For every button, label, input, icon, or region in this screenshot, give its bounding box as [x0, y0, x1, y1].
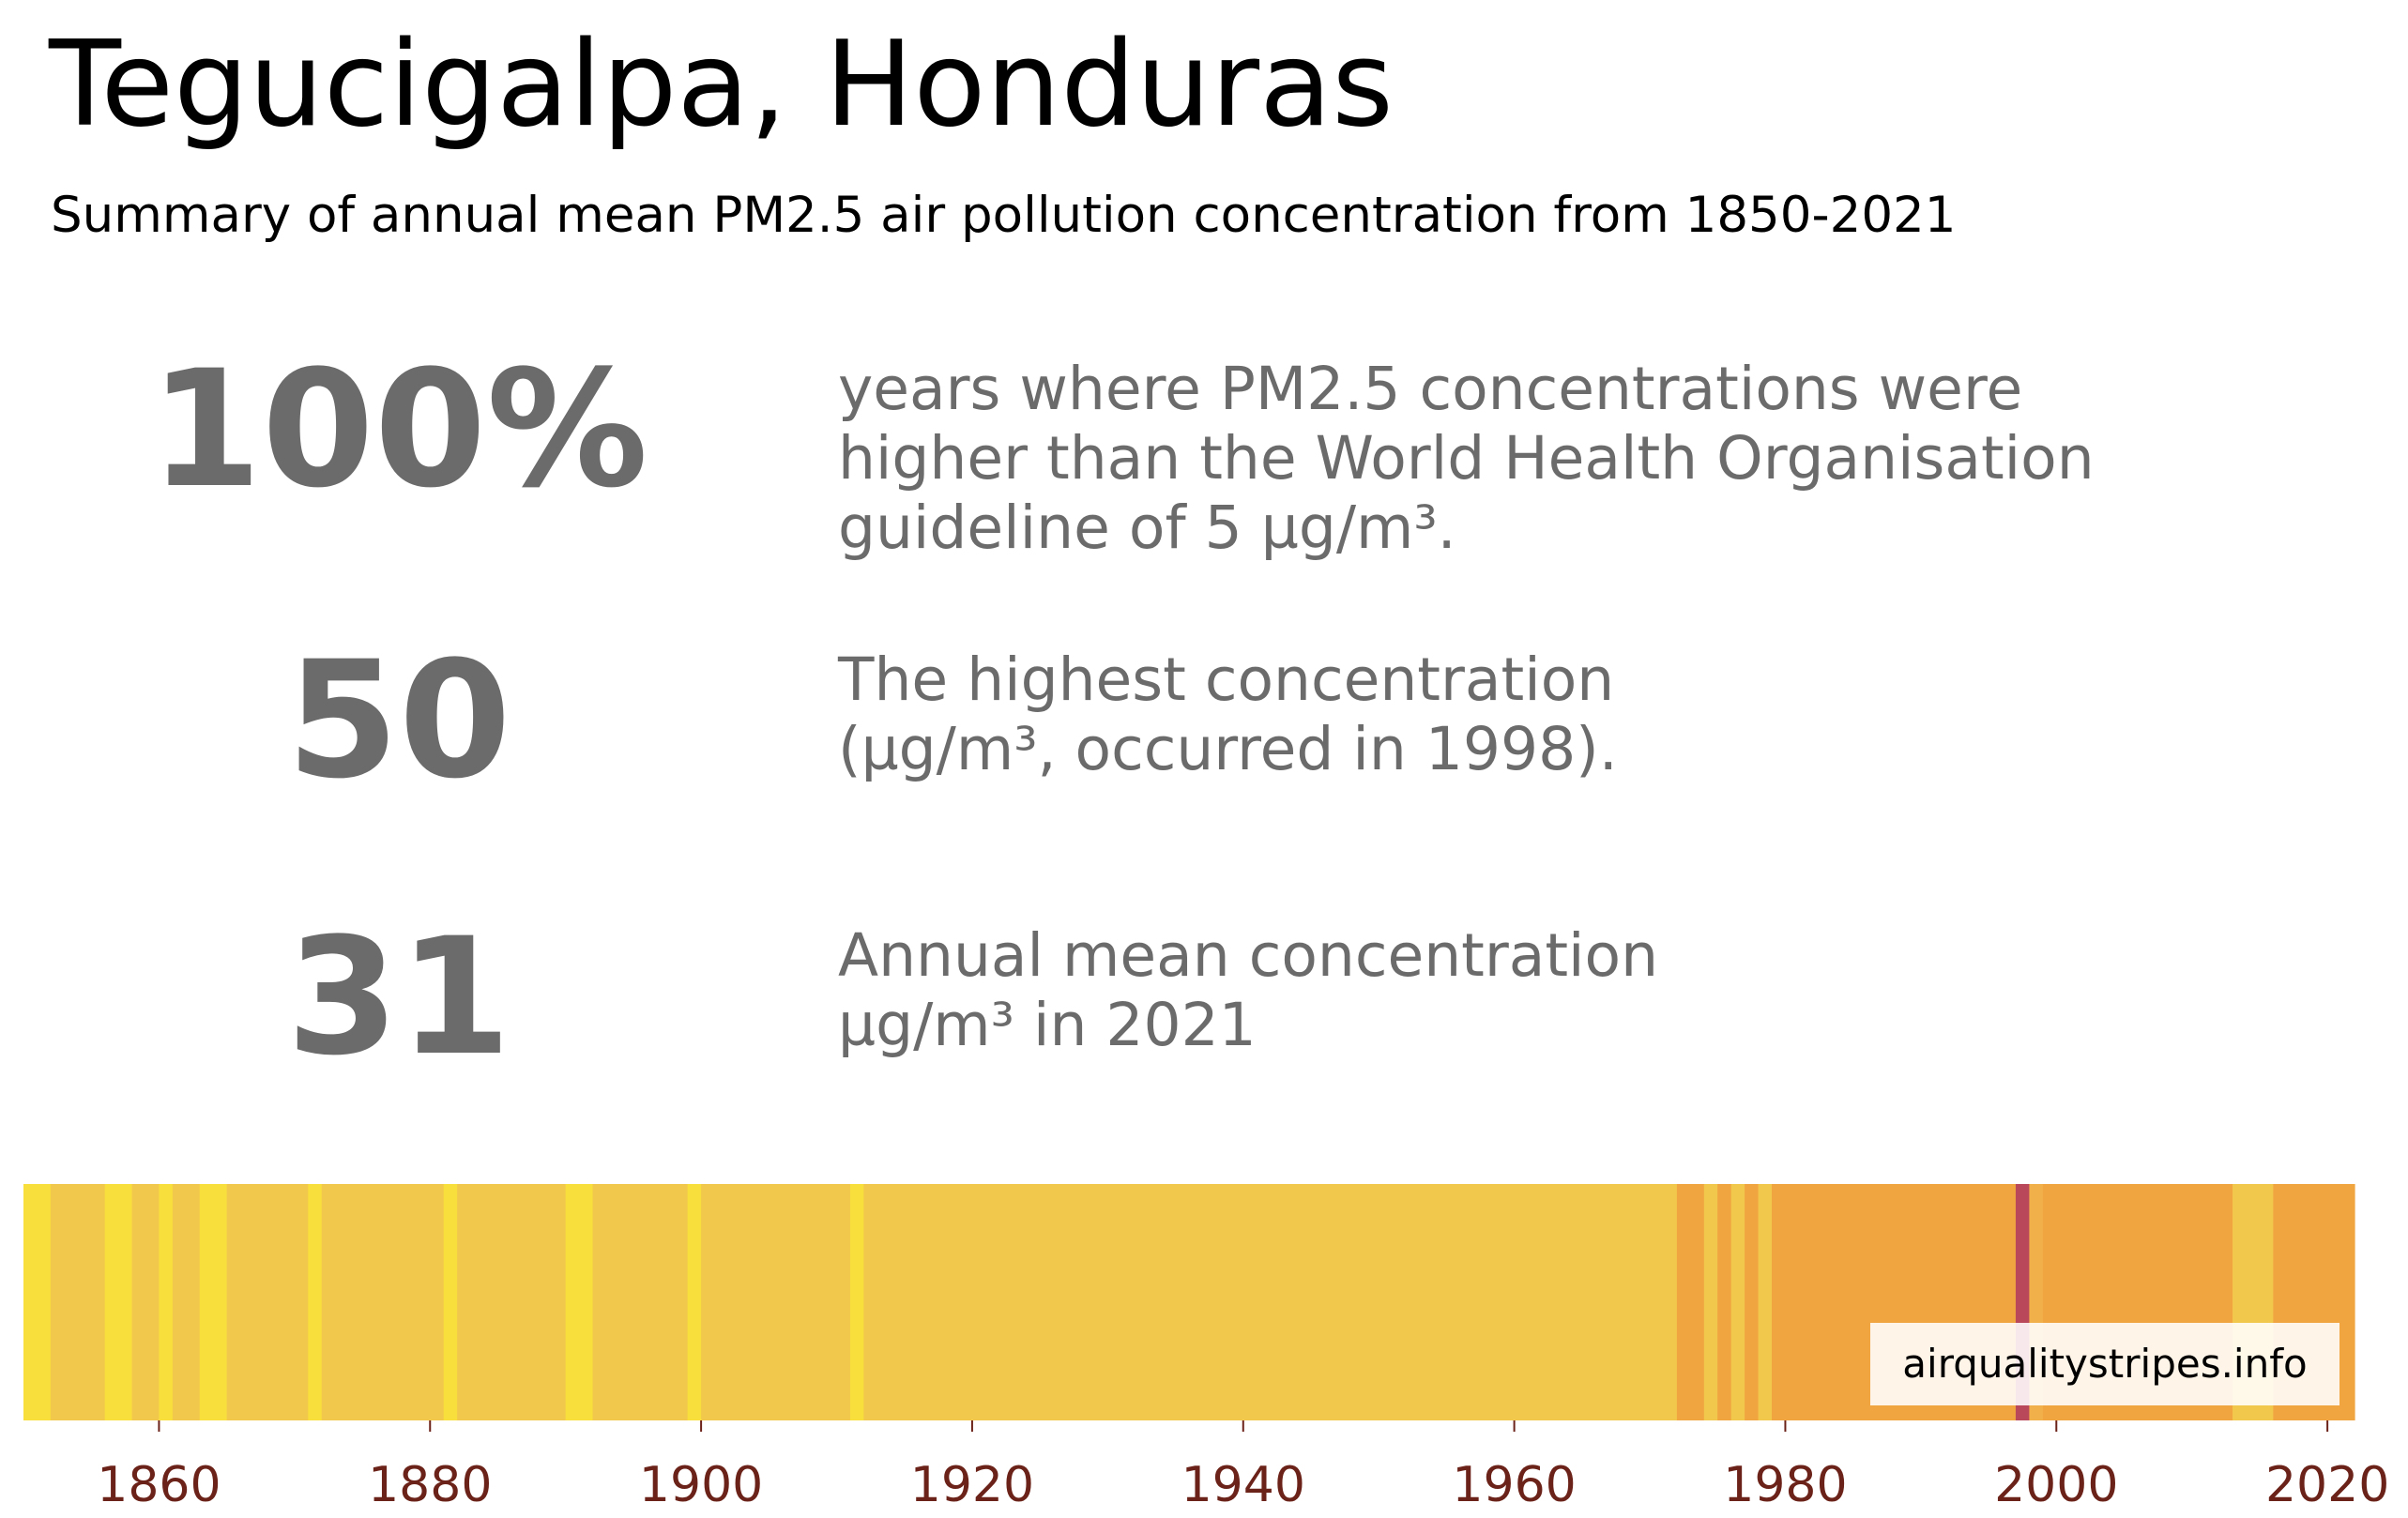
stat-exceedance-description: years where PM2.5 concentrations were hi… — [838, 355, 2095, 563]
page-subtitle: Summary of annual mean PM2.5 air polluti… — [51, 187, 1957, 244]
stat-latest-line-2: µg/m³ in 2021 — [838, 991, 1257, 1059]
stripe-1860 — [159, 1184, 174, 1420]
stripe-1871 — [308, 1184, 323, 1420]
stat-highest-line-1: The highest concentration — [838, 645, 1615, 714]
stripes-group — [23, 1184, 2355, 1420]
x-axis: 1860 1880 1900 1920 1940 1960 1980 2000 2020 — [97, 1420, 2389, 1513]
credit-link[interactable]: airqualitystripes.info — [1902, 1341, 2308, 1387]
x-tick-label-1920: 1920 — [910, 1457, 1034, 1513]
stat-highest-description: The highest concentration (µg/m³, occurr… — [838, 645, 1618, 784]
page-title: Tegucigalpa, Honduras — [49, 15, 1394, 153]
stripe-1975 — [1717, 1184, 1732, 1420]
stat-exceedance-line-3: guideline of 5 µg/m³. — [838, 493, 1456, 562]
x-tick-label-1980: 1980 — [1723, 1457, 1847, 1513]
stripe-1978 — [1758, 1184, 1773, 1420]
x-tick-label-2000: 2000 — [1994, 1457, 2118, 1513]
stat-highest-line-2: (µg/m³, occurred in 1998). — [838, 715, 1618, 783]
stripe-1912 — [863, 1184, 1678, 1420]
stripe-1881 — [443, 1184, 458, 1420]
stripe-1861 — [172, 1184, 201, 1420]
stripe-1976 — [1730, 1184, 1745, 1420]
x-tick-label-2020: 2020 — [2265, 1457, 2389, 1513]
stripe-1911 — [849, 1184, 864, 1420]
x-tick-label-1900: 1900 — [639, 1457, 763, 1513]
stat-exceedance-line-2: higher than the World Health Organisatio… — [838, 424, 2095, 493]
stat-highest-value: 50 — [286, 626, 511, 814]
stripe-1850 — [23, 1184, 52, 1420]
stripe-1890 — [565, 1184, 594, 1420]
stat-latest-value: 31 — [286, 903, 511, 1091]
stripe-1899 — [687, 1184, 702, 1420]
stripe-1882 — [457, 1184, 567, 1420]
stripe-1872 — [321, 1184, 445, 1420]
credit-box — [1870, 1323, 2339, 1405]
stripe-1900 — [701, 1184, 851, 1420]
stripe-1977 — [1745, 1184, 1760, 1420]
stripe-1863 — [199, 1184, 228, 1420]
stripe-1972 — [1676, 1184, 1705, 1420]
stat-exceedance-value: 100% — [149, 335, 648, 524]
stripe-1865 — [226, 1184, 309, 1420]
x-tick-label-1940: 1940 — [1181, 1457, 1305, 1513]
x-tick-label-1880: 1880 — [368, 1457, 492, 1513]
x-tick-label-1860: 1860 — [97, 1457, 221, 1513]
stripe-1892 — [592, 1184, 689, 1420]
stat-latest-line-1: Annual mean concentration — [838, 921, 1659, 990]
stat-latest-description: Annual mean concentration µg/m³ in 2021 — [838, 921, 1658, 1060]
x-tick-label-1960: 1960 — [1452, 1457, 1576, 1513]
stripe-1852 — [50, 1184, 106, 1420]
stat-exceedance-line-1: years where PM2.5 concentrations were — [838, 355, 2023, 423]
stripe-1856 — [104, 1184, 133, 1420]
stripe-1974 — [1703, 1184, 1718, 1420]
stripe-1858 — [131, 1184, 160, 1420]
